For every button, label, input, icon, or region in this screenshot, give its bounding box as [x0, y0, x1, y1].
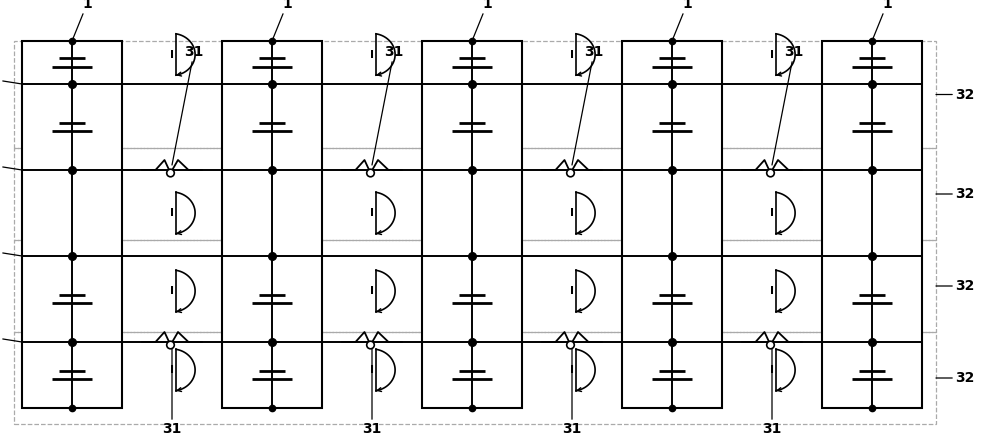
Text: I: I: [370, 365, 374, 375]
Text: I: I: [770, 50, 774, 59]
Bar: [14, 332, 936, 424]
Text: 32: 32: [936, 279, 974, 293]
Text: 11: 11: [0, 244, 22, 258]
Text: I: I: [770, 208, 774, 218]
Circle shape: [567, 341, 574, 349]
Text: I: I: [570, 50, 574, 59]
Text: 11: 11: [0, 158, 22, 172]
Bar: [422, 41, 522, 408]
Text: I: I: [570, 365, 574, 375]
Text: I: I: [170, 208, 174, 218]
Text: 1: 1: [272, 0, 292, 41]
Circle shape: [167, 169, 174, 177]
Text: 31: 31: [572, 45, 604, 165]
Text: 11: 11: [0, 72, 22, 86]
Text: 31: 31: [772, 45, 804, 165]
Bar: [222, 41, 322, 408]
Text: I: I: [570, 208, 574, 218]
Text: I: I: [170, 365, 174, 375]
Text: 1: 1: [472, 0, 492, 41]
Bar: [14, 240, 936, 332]
Circle shape: [767, 169, 774, 177]
Circle shape: [367, 341, 374, 349]
Text: I: I: [370, 50, 374, 59]
Text: 32: 32: [936, 371, 974, 385]
Text: I: I: [770, 286, 774, 296]
Text: 31: 31: [162, 347, 182, 436]
Text: I: I: [570, 286, 574, 296]
Text: 31: 31: [762, 347, 782, 436]
Text: 1: 1: [672, 0, 692, 41]
Text: 32: 32: [936, 88, 974, 102]
Text: 31: 31: [562, 347, 582, 436]
Text: 1: 1: [72, 0, 92, 41]
Text: 32: 32: [936, 187, 974, 201]
Circle shape: [367, 169, 374, 177]
Text: I: I: [370, 286, 374, 296]
Bar: [14, 41, 936, 148]
Text: 31: 31: [372, 45, 404, 165]
Text: I: I: [170, 286, 174, 296]
Text: 31: 31: [362, 347, 382, 436]
Circle shape: [567, 169, 574, 177]
Circle shape: [167, 341, 174, 349]
Text: I: I: [770, 365, 774, 375]
Circle shape: [767, 341, 774, 349]
Text: 1: 1: [872, 0, 892, 41]
Bar: [22, 41, 122, 408]
Bar: [622, 41, 722, 408]
Bar: [14, 148, 936, 240]
Text: I: I: [370, 208, 374, 218]
Bar: [822, 41, 922, 408]
Text: 11: 11: [0, 330, 22, 344]
Text: I: I: [170, 50, 174, 59]
Text: 31: 31: [172, 45, 204, 165]
